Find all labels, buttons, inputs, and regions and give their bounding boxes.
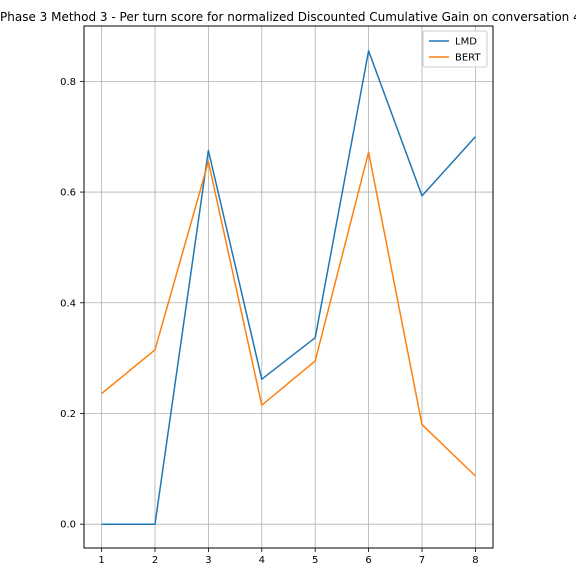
plot-frame bbox=[83, 25, 494, 549]
legend: LMD BERT bbox=[422, 30, 488, 68]
series-line-lmd bbox=[101, 50, 476, 525]
series-line-bert bbox=[101, 151, 476, 477]
ticks: 1 2 3 4 5 6 7 8 0.0 0.2 0.4 0.6 0.8 bbox=[60, 77, 478, 566]
y-tick-label: 0.2 bbox=[60, 409, 76, 420]
x-tick-label: 1 bbox=[98, 555, 104, 566]
legend-box bbox=[422, 30, 488, 68]
series-layer bbox=[101, 50, 476, 525]
legend-label-lmd: LMD bbox=[455, 37, 477, 48]
x-tick-label: 7 bbox=[419, 555, 425, 566]
x-tick-label: 3 bbox=[205, 555, 211, 566]
chart-title: Phase 3 Method 3 - Per turn score for no… bbox=[0, 10, 576, 24]
y-tick-label: 0.0 bbox=[60, 520, 76, 531]
y-tick-label: 0.4 bbox=[60, 298, 76, 309]
legend-label-bert: BERT bbox=[455, 53, 481, 64]
x-tick-label: 6 bbox=[365, 555, 371, 566]
x-tick-label: 5 bbox=[312, 555, 318, 566]
grid bbox=[84, 26, 493, 548]
x-tick-label: 4 bbox=[259, 555, 265, 566]
x-tick-label: 8 bbox=[472, 555, 478, 566]
x-tick-label: 2 bbox=[152, 555, 158, 566]
y-tick-label: 0.8 bbox=[60, 77, 76, 88]
y-tick-label: 0.6 bbox=[60, 188, 76, 199]
